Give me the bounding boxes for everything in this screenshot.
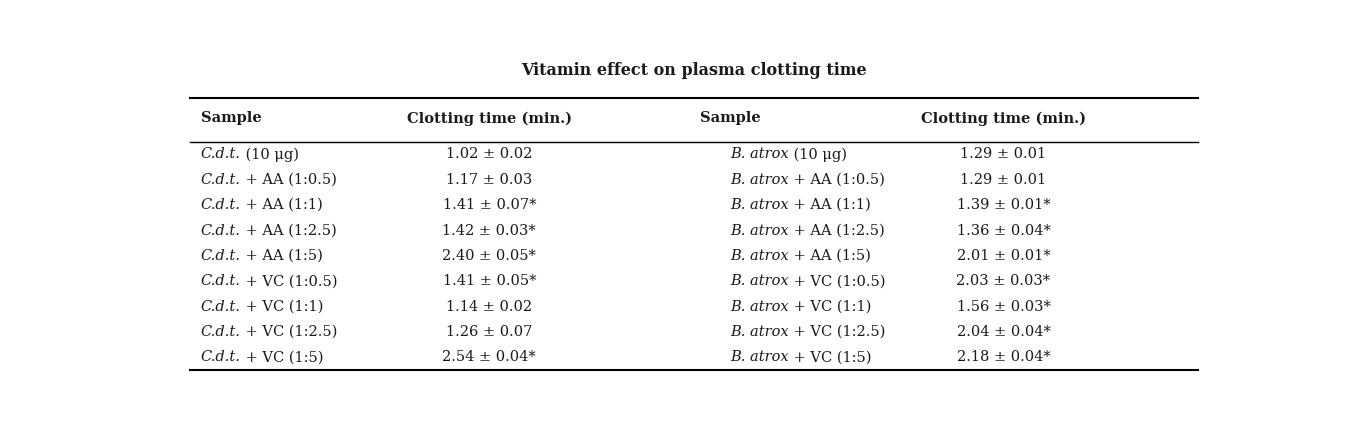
Text: (10 μg): (10 μg) xyxy=(241,147,299,162)
Text: C.d.t.: C.d.t. xyxy=(200,274,241,288)
Text: B. atrox: B. atrox xyxy=(731,173,789,187)
Text: 1.17 ± 0.03: 1.17 ± 0.03 xyxy=(447,173,532,187)
Text: + VC (1:2.5): + VC (1:2.5) xyxy=(789,325,886,339)
Text: 1.41 ± 0.07*: 1.41 ± 0.07* xyxy=(443,198,536,212)
Text: C.d.t.: C.d.t. xyxy=(200,325,241,339)
Text: 1.42 ± 0.03*: 1.42 ± 0.03* xyxy=(443,223,536,237)
Text: 1.39 ± 0.01*: 1.39 ± 0.01* xyxy=(957,198,1051,212)
Text: Sample: Sample xyxy=(700,112,761,126)
Text: B. atrox: B. atrox xyxy=(731,223,789,237)
Text: C.d.t.: C.d.t. xyxy=(200,300,241,314)
Text: 1.56 ± 0.03*: 1.56 ± 0.03* xyxy=(956,300,1051,314)
Text: + AA (1:5): + AA (1:5) xyxy=(789,249,871,263)
Text: 1.29 ± 0.01: 1.29 ± 0.01 xyxy=(960,173,1047,187)
Text: C.d.t.: C.d.t. xyxy=(200,147,241,162)
Text: + VC (1:1): + VC (1:1) xyxy=(789,300,872,314)
Text: 1.29 ± 0.01: 1.29 ± 0.01 xyxy=(960,147,1047,162)
Text: C.d.t.: C.d.t. xyxy=(200,173,241,187)
Text: Sample: Sample xyxy=(200,112,261,126)
Text: 2.18 ± 0.04*: 2.18 ± 0.04* xyxy=(957,351,1051,365)
Text: Clotting time (min.): Clotting time (min.) xyxy=(921,111,1086,126)
Text: 1.36 ± 0.04*: 1.36 ± 0.04* xyxy=(956,223,1051,237)
Text: B. atrox: B. atrox xyxy=(731,249,789,263)
Text: + AA (1:1): + AA (1:1) xyxy=(789,198,871,212)
Text: 2.04 ± 0.04*: 2.04 ± 0.04* xyxy=(956,325,1051,339)
Text: + VC (1:2.5): + VC (1:2.5) xyxy=(241,325,337,339)
Text: (10 μg): (10 μg) xyxy=(789,147,848,162)
Text: + AA (1:0.5): + AA (1:0.5) xyxy=(789,173,886,187)
Text: + VC (1:1): + VC (1:1) xyxy=(241,300,324,314)
Text: 2.03 ± 0.03*: 2.03 ± 0.03* xyxy=(956,274,1051,288)
Text: C.d.t.: C.d.t. xyxy=(200,249,241,263)
Text: + AA (1:2.5): + AA (1:2.5) xyxy=(241,223,336,237)
Text: Clotting time (min.): Clotting time (min.) xyxy=(406,111,571,126)
Text: B. atrox: B. atrox xyxy=(731,198,789,212)
Text: + VC (1:5): + VC (1:5) xyxy=(789,351,872,365)
Text: 1.14 ± 0.02: 1.14 ± 0.02 xyxy=(447,300,532,314)
Text: + AA (1:2.5): + AA (1:2.5) xyxy=(789,223,886,237)
Text: Vitamin effect on plasma clotting time: Vitamin effect on plasma clotting time xyxy=(521,62,867,79)
Text: C.d.t.: C.d.t. xyxy=(200,351,241,365)
Text: B. atrox: B. atrox xyxy=(731,325,789,339)
Text: + AA (1:5): + AA (1:5) xyxy=(241,249,322,263)
Text: 1.02 ± 0.02: 1.02 ± 0.02 xyxy=(445,147,532,162)
Text: 2.40 ± 0.05*: 2.40 ± 0.05* xyxy=(443,249,536,263)
Text: 1.26 ± 0.07: 1.26 ± 0.07 xyxy=(445,325,532,339)
Text: B. atrox: B. atrox xyxy=(731,274,789,288)
Text: 2.01 ± 0.01*: 2.01 ± 0.01* xyxy=(957,249,1051,263)
Text: + VC (1:0.5): + VC (1:0.5) xyxy=(241,274,337,288)
Text: + VC (1:0.5): + VC (1:0.5) xyxy=(789,274,886,288)
Text: C.d.t.: C.d.t. xyxy=(200,223,241,237)
Text: 1.41 ± 0.05*: 1.41 ± 0.05* xyxy=(443,274,536,288)
Text: C.d.t.: C.d.t. xyxy=(200,198,241,212)
Text: B. atrox: B. atrox xyxy=(731,351,789,365)
Text: B. atrox: B. atrox xyxy=(731,147,789,162)
Text: + AA (1:0.5): + AA (1:0.5) xyxy=(241,173,337,187)
Text: + AA (1:1): + AA (1:1) xyxy=(241,198,322,212)
Text: 2.54 ± 0.04*: 2.54 ± 0.04* xyxy=(443,351,536,365)
Text: B. atrox: B. atrox xyxy=(731,300,789,314)
Text: + VC (1:5): + VC (1:5) xyxy=(241,351,324,365)
